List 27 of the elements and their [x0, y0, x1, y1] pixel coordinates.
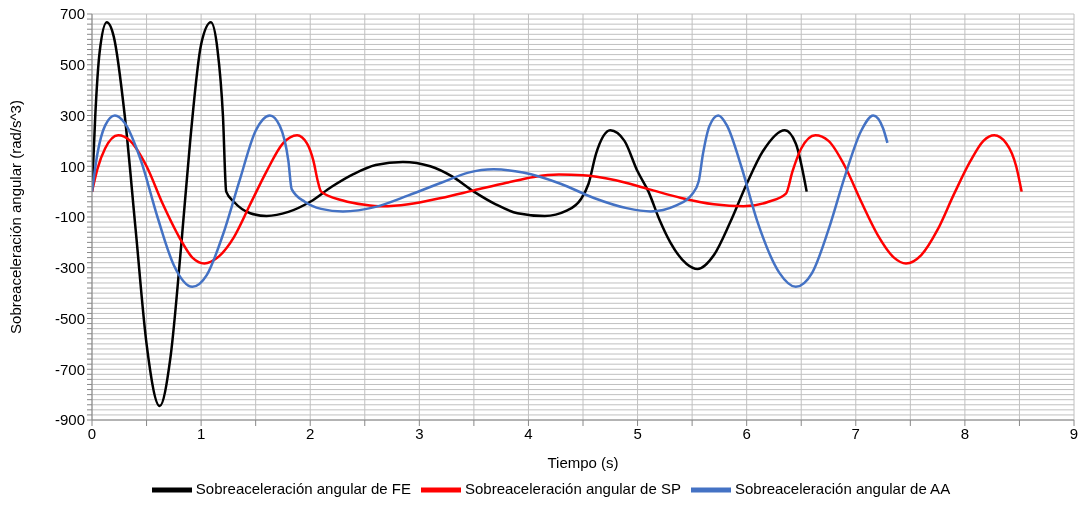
y-tick-label: 300	[59, 106, 85, 124]
y-tick-label: -500	[54, 309, 85, 327]
x-tick-label: 0	[87, 424, 97, 442]
legend-label: Sobreaceleración angular de AA	[734, 479, 951, 497]
y-tick-label: -100	[54, 208, 85, 226]
line-series	[92, 134, 1023, 265]
x-tick-label: 6	[742, 424, 751, 442]
x-axis-title: Tiempo (s)	[547, 454, 619, 471]
y-axis-title: Sobreaceleración angular (rad/s^3)	[7, 100, 25, 334]
line-series	[92, 114, 889, 289]
y-tick-label: -700	[54, 360, 85, 378]
x-tick-label: 2	[306, 424, 315, 442]
x-tick-label: 1	[196, 424, 206, 442]
y-tick-label: -900	[54, 411, 85, 429]
x-tick-label: 4	[524, 424, 533, 442]
x-tick-label: 3	[415, 424, 424, 442]
x-tick-label: 8	[960, 424, 970, 442]
y-tick-label: 500	[59, 56, 85, 74]
legend-label: Sobreaceleración angular de SP	[465, 479, 681, 497]
y-tick-label: 100	[59, 157, 85, 175]
x-tick-label: 5	[633, 424, 642, 442]
x-tick-label: 9	[1069, 424, 1079, 442]
y-tick-label: -300	[54, 259, 85, 277]
legend-label: Sobreaceleración angular de FE	[195, 479, 411, 497]
y-tick-label: 700	[59, 5, 85, 23]
x-tick-label: 7	[851, 424, 860, 442]
line-series	[92, 21, 808, 408]
